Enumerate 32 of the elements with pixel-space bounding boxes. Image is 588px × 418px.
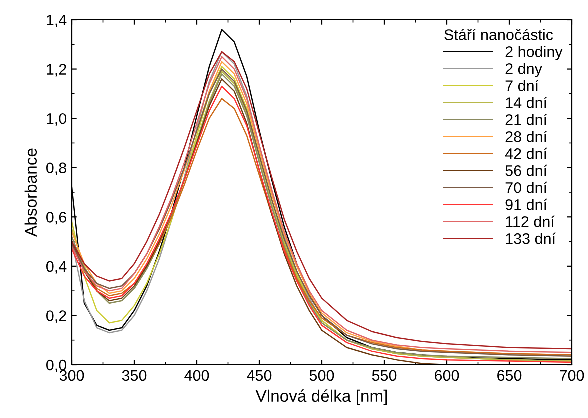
legend-label: 133 dní xyxy=(506,232,556,244)
legend-label: 112 dní xyxy=(506,216,555,228)
x-tick-label: 350 xyxy=(122,370,147,382)
y-tick-label: 0,8 xyxy=(46,162,66,176)
x-tick-label: 600 xyxy=(435,370,460,382)
x-tick-label: 500 xyxy=(310,370,334,382)
legend-label: 14 dní xyxy=(506,96,548,108)
x-tick-label: 450 xyxy=(247,370,272,382)
x-tick-label: 400 xyxy=(184,370,210,382)
y-tick-label: 0,0 xyxy=(46,360,67,372)
y-tick-label: 0,2 xyxy=(46,310,66,324)
legend-title: Stáří nanočástic xyxy=(444,28,554,40)
y-axis-title: Absorbance xyxy=(24,148,38,237)
legend-label: 56 dní xyxy=(506,164,548,176)
legend-label: 21 dní xyxy=(506,114,548,126)
legend-label: 2 hodiny xyxy=(506,46,563,60)
y-tick-label: 1,2 xyxy=(47,64,66,77)
legend-label: 7 dní xyxy=(506,80,539,92)
y-tick-label: 0,6 xyxy=(46,212,66,225)
legend-label: 28 dní xyxy=(506,130,548,142)
x-tick-label: 300 xyxy=(60,370,84,382)
legend-label: 91 dní xyxy=(506,198,548,210)
y-tick-label: 0,4 xyxy=(46,261,67,274)
y-tick-label: 1,4 xyxy=(47,15,67,28)
x-axis-title: Vlnová délka [nm] xyxy=(256,390,388,406)
x-tick-label: 650 xyxy=(498,370,522,382)
x-tick-label: 700 xyxy=(560,370,584,382)
x-tick-label: 550 xyxy=(372,370,397,382)
y-tick-label: 1,0 xyxy=(47,113,67,126)
legend-label: 2 dny xyxy=(506,63,542,78)
legend-label: 70 dní xyxy=(506,182,548,194)
legend-label: 42 dní xyxy=(505,148,548,160)
